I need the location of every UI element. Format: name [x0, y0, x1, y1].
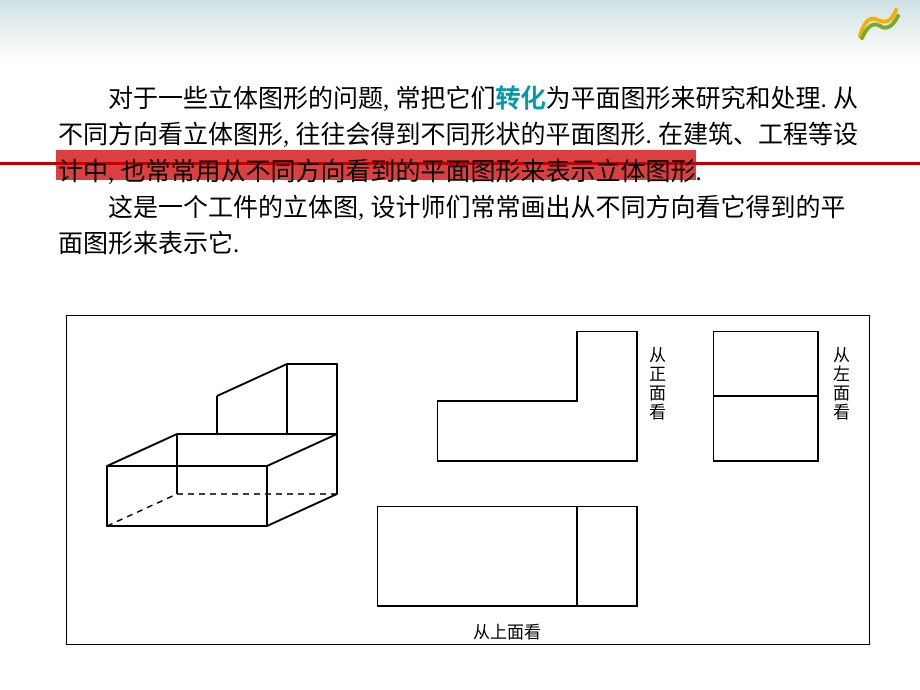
slide: 对于一些立体图形的问题, 常把它们转化为平面图形来研究和处理. 从不同方向看立体…	[0, 0, 920, 690]
paragraph-2: 这是一个工件的立体图, 设计师们常常画出从不同方向看它得到的平面图形来表示它.	[58, 191, 868, 264]
top-view-label: 从上面看	[473, 618, 541, 643]
left-view-label: 从左面看	[831, 346, 848, 422]
p1-a: 对于一些立体图形的问题, 常把它们	[108, 86, 496, 113]
body-text: 对于一些立体图形的问题, 常把它们转化为平面图形来研究和处理. 从不同方向看立体…	[58, 82, 868, 263]
paragraph-1: 对于一些立体图形的问题, 常把它们转化为平面图形来研究和处理. 从不同方向看立体…	[58, 82, 868, 191]
front-view	[437, 331, 647, 471]
p1-highlight: 转化	[496, 86, 546, 113]
left-view	[713, 331, 828, 471]
diagram-panel: 从正面看 从左面看 从上面看	[66, 315, 870, 645]
header-gradient	[0, 0, 920, 62]
front-view-label: 从正面看	[647, 346, 664, 422]
corner-logo-icon	[856, 6, 900, 42]
isometric-solid	[77, 336, 367, 546]
top-view	[377, 506, 647, 616]
